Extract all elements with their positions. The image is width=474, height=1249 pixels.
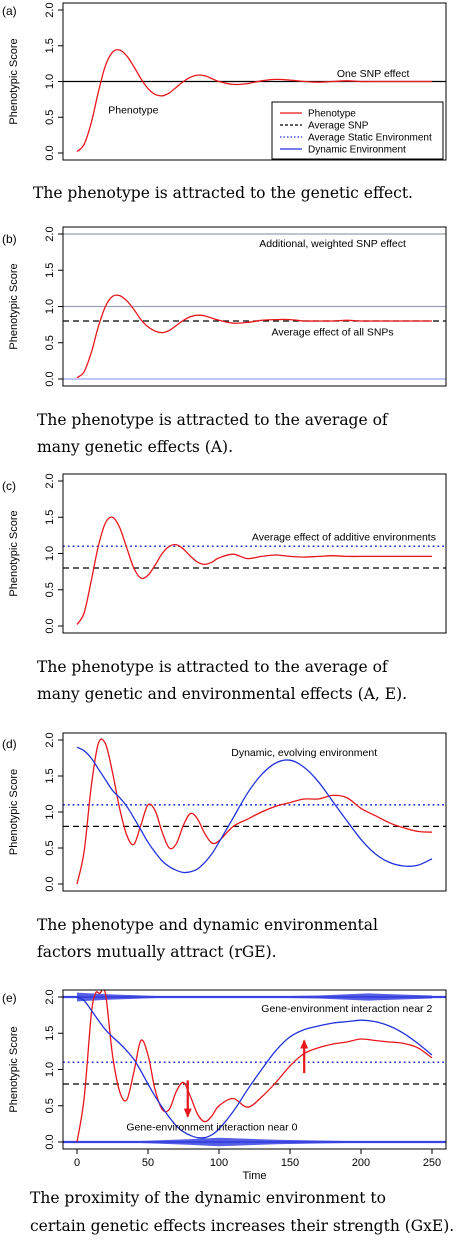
x-tick-label: 200 <box>352 1157 370 1169</box>
y-tick-label: 2.0 <box>44 2 56 17</box>
series-line-phenotype <box>76 516 432 625</box>
panel-label: (a) <box>2 4 17 18</box>
y-tick-label: 1.0 <box>44 299 56 314</box>
figure-caption-line: many genetic and environmental effects (… <box>37 685 407 703</box>
y-tick-label: 2.0 <box>44 989 56 1004</box>
legend-entry-label: Average SNP <box>308 121 369 132</box>
panel-label: (e) <box>2 991 17 1005</box>
series-line-dynamic-environment <box>76 996 433 1139</box>
y-tick-label: 0.0 <box>44 618 56 633</box>
y-tick-label: 1.0 <box>44 546 56 561</box>
chart-annotation: Dynamic, evolving environment <box>231 747 377 759</box>
y-tick-label: 0.0 <box>44 876 56 891</box>
y-axis-label: Phenotypic Score <box>8 510 20 596</box>
figure-caption-line: The phenotype is attracted to the averag… <box>37 658 389 676</box>
y-axis-label: Phenotypic Score <box>8 38 20 124</box>
figure-caption-line: The proximity of the dynamic environment… <box>30 1189 386 1207</box>
chart-annotation: One SNP effect <box>337 68 410 80</box>
arrow-head <box>183 1108 192 1118</box>
legend-entry-label: Average Static Environment <box>308 133 432 144</box>
y-tick-label: 0.0 <box>44 371 56 386</box>
series-line-phenotype <box>76 49 432 153</box>
y-tick-label: 0.0 <box>44 145 56 160</box>
plot-area <box>63 233 446 380</box>
y-tick-label: 0.5 <box>44 110 56 125</box>
y-tick-label: 1.5 <box>44 768 56 783</box>
panel-e: 0.0 0.5 1.0 1.5 2.0 0 50 100 150 200 250 Time Phenot… <box>2 989 454 1235</box>
y-tick-label: 1.0 <box>44 804 56 819</box>
x-tick-label: 100 <box>210 1157 228 1169</box>
figure-caption-line: The phenotype and dynamic environmental <box>37 916 378 934</box>
y-tick-label: 2.0 <box>44 732 56 747</box>
y-axis-label: Phenotypic Score <box>8 769 20 855</box>
y-tick-label: 0.5 <box>44 582 56 597</box>
legend-entry-label: Phenotype <box>308 109 356 120</box>
panel-label: (c) <box>2 479 16 493</box>
chart-annotation: Additional, weighted SNP effect <box>259 238 406 250</box>
series-line-phenotype <box>76 294 432 379</box>
figure-caption-line: The phenotype is attracted to the averag… <box>37 411 389 429</box>
x-axis-label: Time <box>242 1170 266 1182</box>
plot-area <box>63 516 446 625</box>
figure-caption-line: The phenotype is attracted to the geneti… <box>33 184 413 202</box>
panel-a: 0.0 0.5 1.0 1.5 2.0 Phenotypic Score (a) One SN… <box>2 2 447 202</box>
y-tick-label: 0.5 <box>44 335 56 350</box>
figure-caption-line: many genetic effects (A). <box>37 438 233 456</box>
series-line-phenotype <box>76 738 433 885</box>
panel-d: 0.0 0.5 1.0 1.5 2.0 Phenotypic Score (d) Dynami… <box>2 732 447 961</box>
y-tick-label: 1.0 <box>44 74 56 89</box>
y-tick-label: 1.5 <box>44 263 56 278</box>
legend-entry-label: Dynamic Environment <box>308 145 406 156</box>
y-tick-label: 2.0 <box>44 226 56 241</box>
y-tick-label: 2.0 <box>44 473 56 488</box>
y-tick-label: 1.5 <box>44 510 56 525</box>
chart-annotation: Gene-environment interaction near 0 <box>126 1121 297 1133</box>
x-tick-label: 0 <box>74 1157 80 1169</box>
x-tick-label: 50 <box>142 1157 154 1169</box>
panel-label: (b) <box>2 232 17 246</box>
y-tick-label: 0.0 <box>44 1134 56 1149</box>
panel-label: (d) <box>2 737 17 751</box>
y-axis-label: Phenotypic Score <box>8 1026 20 1112</box>
y-axis-label: Phenotypic Score <box>8 263 20 349</box>
plot-area <box>63 49 446 153</box>
chart-annotation: Gene-environment interaction near 2 <box>261 1003 432 1015</box>
y-tick-label: 0.5 <box>44 1098 56 1113</box>
x-tick-label: 150 <box>281 1157 299 1169</box>
chart-annotation: Average effect of all SNPs <box>272 327 394 339</box>
plot-area <box>63 738 446 885</box>
y-tick-label: 0.5 <box>44 840 56 855</box>
y-tick-label: 1.5 <box>44 38 56 53</box>
y-tick-label: 1.5 <box>44 1026 56 1041</box>
series-line-dynamic-environment <box>76 746 433 874</box>
y-tick-label: 1.0 <box>44 1062 56 1077</box>
arrow-head <box>300 1039 309 1049</box>
x-tick-label: 250 <box>423 1157 441 1169</box>
chart-annotation: Average effect of additive environments <box>252 531 436 543</box>
series-line-phenotype <box>76 990 433 1143</box>
plot-frame <box>62 473 447 634</box>
panel-b: 0.0 0.5 1.0 1.5 2.0 Phenotypic Score (b) Additi… <box>2 226 447 456</box>
plot-area <box>63 990 446 1147</box>
figure-caption-line: factors mutually attract (rGE). <box>37 943 277 961</box>
figure-caption-line: certain genetic effects increases their … <box>30 1217 454 1235</box>
chart-annotation: Phenotype <box>108 105 158 117</box>
panel-c: 0.0 0.5 1.0 1.5 2.0 Phenotypic Score (c) Averag… <box>2 473 447 703</box>
